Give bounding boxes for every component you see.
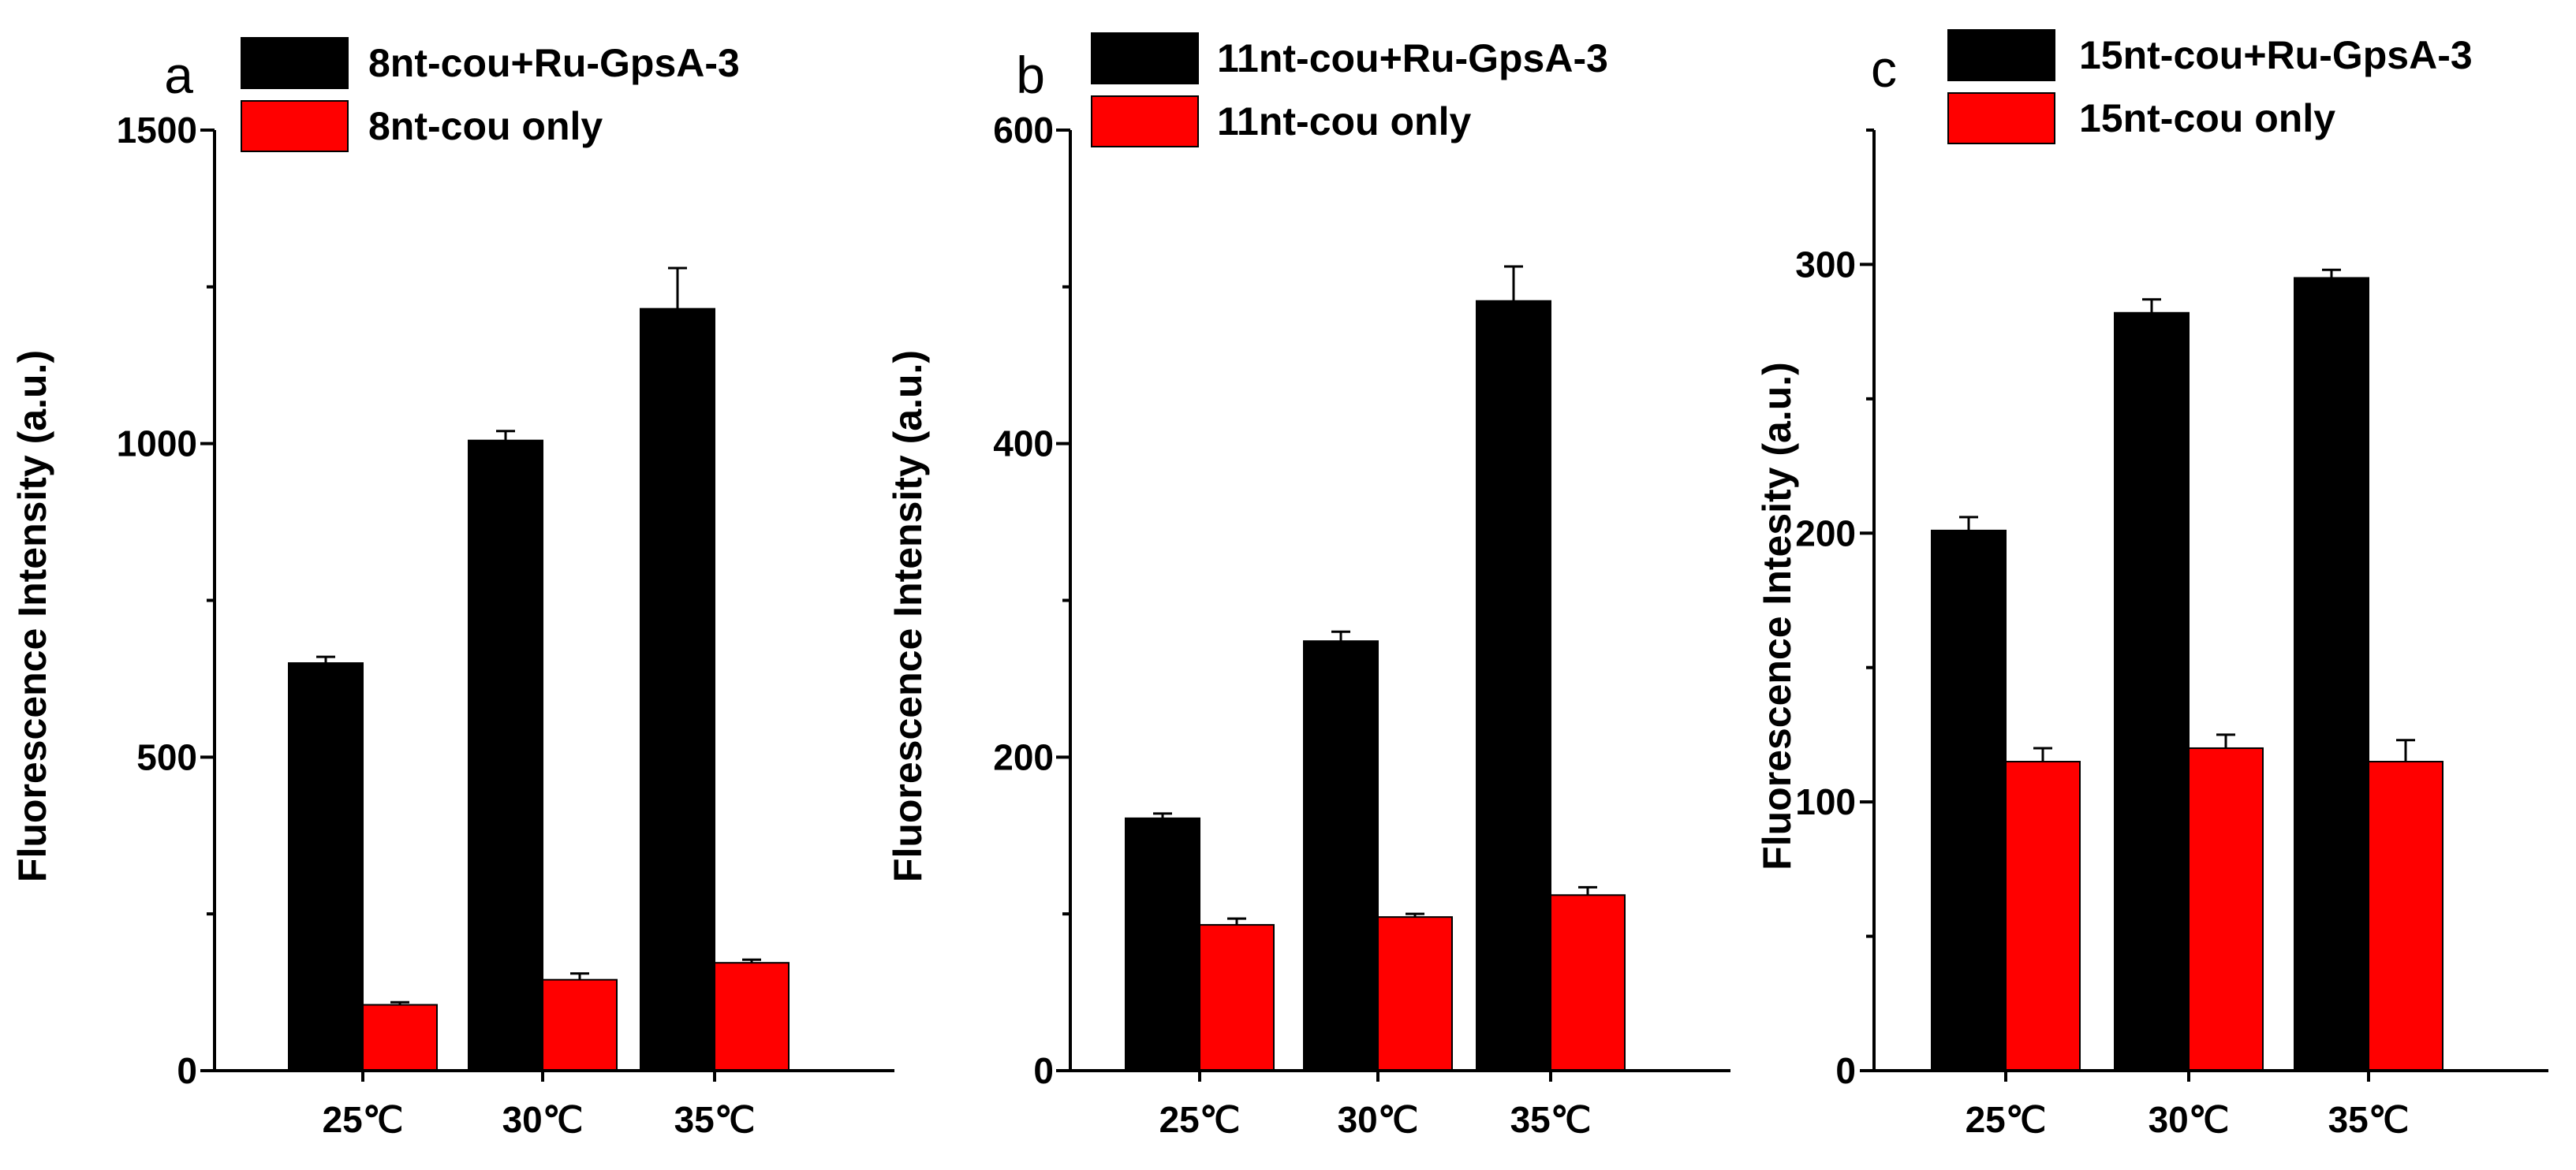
y-tick-label: 500 bbox=[136, 736, 197, 777]
legend-swatch-complex bbox=[1947, 29, 2055, 81]
bar-complex-2 bbox=[640, 307, 715, 1072]
y-tick-label: 0 bbox=[177, 1050, 197, 1091]
chart-panel-a: a 0 500 1000 1500 25℃ 30℃ 35℃ Fluorescence Inten… bbox=[10, 37, 894, 1140]
chart-panel-b: b 0 200 400 600 25℃ 30℃ 35℃ Fluorescence Intensi… bbox=[886, 32, 1730, 1140]
y-tick-label: 0 bbox=[1033, 1050, 1054, 1091]
bar-complex-0 bbox=[1931, 529, 2007, 1071]
y-axis-title: Fluorescence Intesity (a.u.) bbox=[1755, 362, 1799, 870]
bar-only-2 bbox=[1550, 894, 1626, 1071]
x-tick-label: 25℃ bbox=[323, 1099, 404, 1140]
legend-label-only: 15nt-cou only bbox=[2079, 96, 2335, 140]
y-tick-label: 300 bbox=[1795, 244, 1856, 285]
bar-only-0 bbox=[1199, 924, 1275, 1071]
panel-letter: a bbox=[164, 46, 193, 104]
x-tick-label: 30℃ bbox=[502, 1099, 584, 1140]
bar-only-1 bbox=[542, 978, 618, 1071]
bar-only-2 bbox=[714, 962, 790, 1071]
bar-only-1 bbox=[1377, 916, 1453, 1071]
y-axis-title: Fluorescence Intensity (a.u.) bbox=[886, 350, 930, 882]
bar-complex-0 bbox=[288, 662, 364, 1071]
y-tick-label: 400 bbox=[993, 423, 1054, 464]
chart-panel-c: c 0 100 200 300 25℃ 30℃ 35℃ Fluorescence Intesit… bbox=[1755, 29, 2548, 1140]
bar-only-0 bbox=[362, 1004, 438, 1071]
bar-complex-0 bbox=[1125, 817, 1200, 1071]
x-tick-label: 35℃ bbox=[674, 1099, 756, 1140]
bar-only-2 bbox=[2368, 761, 2443, 1071]
legend-label-complex: 15nt-cou+Ru-GpsA-3 bbox=[2079, 33, 2473, 77]
bar-complex-2 bbox=[1476, 300, 1551, 1071]
panel-letter: c bbox=[1871, 39, 1897, 98]
legend-swatch-only bbox=[1091, 95, 1199, 147]
y-tick-label: 600 bbox=[993, 110, 1054, 151]
bar-complex-2 bbox=[2294, 277, 2369, 1071]
legend-label-only: 8nt-cou only bbox=[368, 104, 603, 148]
legend-label-complex: 8nt-cou+Ru-GpsA-3 bbox=[368, 41, 740, 85]
legend-swatch-complex bbox=[1091, 32, 1199, 84]
y-tick-label: 1000 bbox=[117, 423, 197, 464]
bar-only-1 bbox=[2188, 747, 2264, 1071]
bar-only-0 bbox=[2005, 761, 2081, 1071]
x-tick-label: 35℃ bbox=[1510, 1099, 1592, 1140]
x-tick-label: 25℃ bbox=[1966, 1099, 2047, 1140]
y-tick-label: 0 bbox=[1835, 1050, 1856, 1091]
y-tick-label: 200 bbox=[1795, 512, 1856, 553]
y-tick-label: 200 bbox=[993, 736, 1054, 777]
y-tick-label: 1500 bbox=[117, 110, 197, 151]
y-tick-label: 100 bbox=[1795, 781, 1856, 822]
x-tick-label: 30℃ bbox=[2149, 1099, 2230, 1140]
x-tick-label: 30℃ bbox=[1338, 1099, 1419, 1140]
x-tick-label: 35℃ bbox=[2328, 1099, 2410, 1140]
legend-label-only: 11nt-cou only bbox=[1217, 99, 1471, 143]
legend-swatch-only bbox=[241, 100, 349, 152]
x-tick-label: 25℃ bbox=[1159, 1099, 1241, 1140]
y-axis-title: Fluorescence Intensity (a.u.) bbox=[10, 350, 54, 882]
bar-complex-1 bbox=[1303, 640, 1379, 1071]
panel-letter: b bbox=[1016, 46, 1045, 104]
bar-complex-1 bbox=[2114, 311, 2190, 1072]
legend-swatch-complex bbox=[241, 37, 349, 89]
legend-label-complex: 11nt-cou+Ru-GpsA-3 bbox=[1217, 36, 1608, 80]
legend-swatch-only bbox=[1947, 92, 2055, 144]
bar-complex-1 bbox=[468, 439, 543, 1071]
